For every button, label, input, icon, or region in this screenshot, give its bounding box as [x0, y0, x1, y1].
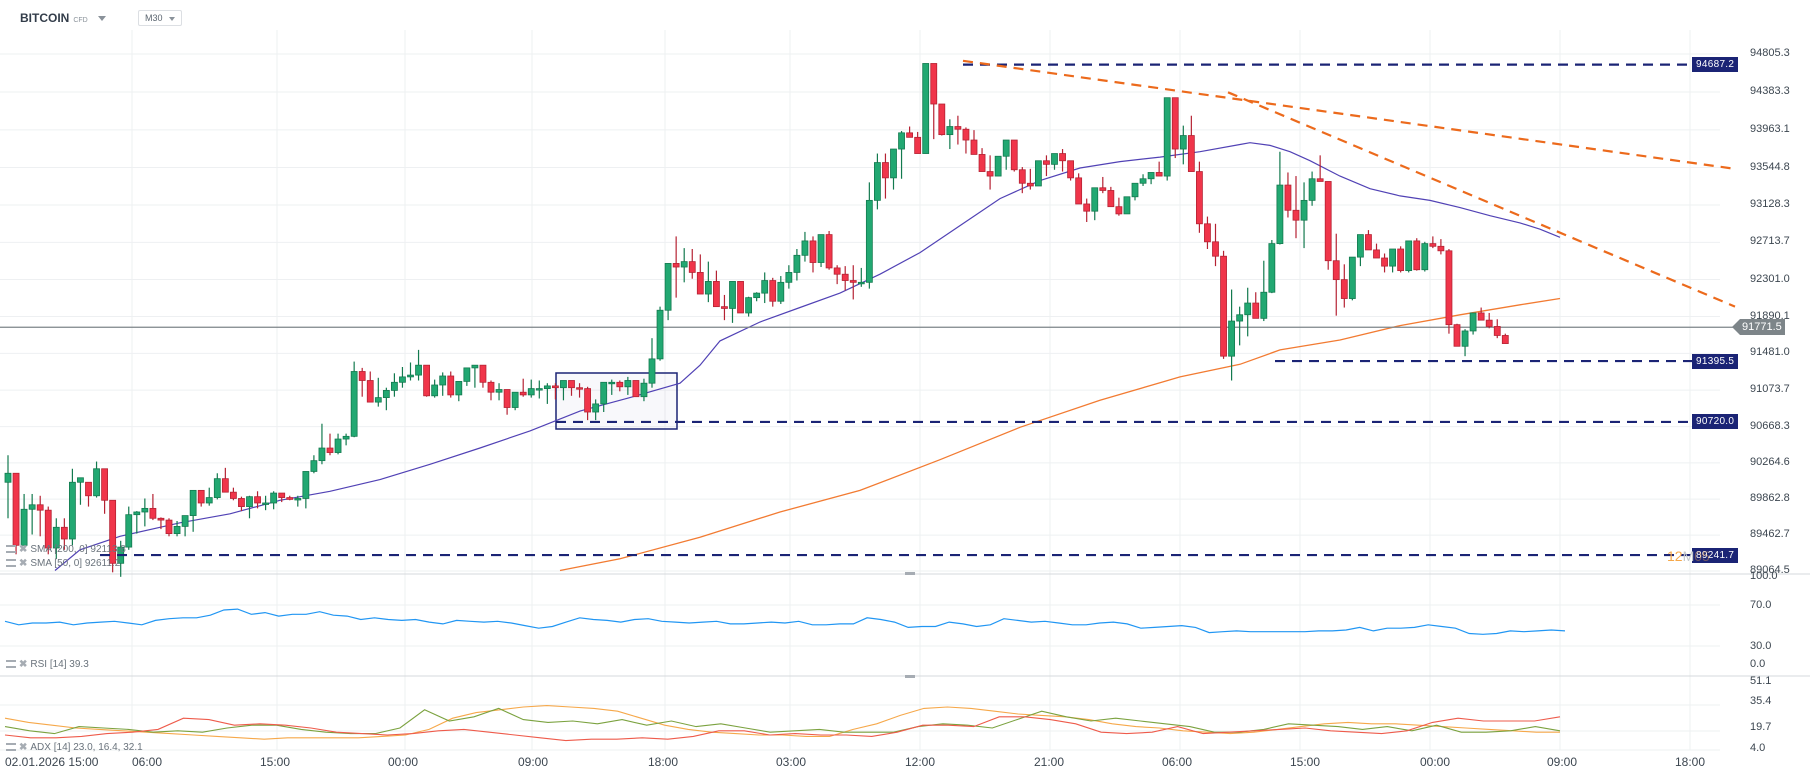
- time-tick: 06:00: [1162, 755, 1193, 769]
- adx-tick: 19.7: [1750, 721, 1772, 733]
- price-tick: 91890.1: [1750, 309, 1790, 322]
- chart-toolbar: BITCOIN CFD M30: [0, 0, 1810, 36]
- time-tick: 18:00: [648, 755, 679, 769]
- timeframe-selector[interactable]: M30: [138, 10, 182, 26]
- time-tick: 15:00: [260, 755, 291, 769]
- price-tick: 90264.6: [1750, 455, 1790, 468]
- close-icon[interactable]: ✖: [19, 742, 28, 753]
- time-tick: 15:00: [1290, 755, 1321, 769]
- level-tag: 90720.0: [1692, 414, 1739, 430]
- watermark: 12M05: [1667, 548, 1710, 564]
- menu-icon[interactable]: [6, 545, 16, 554]
- last-price-tag: 91771.5: [1732, 319, 1785, 335]
- legend-adx[interactable]: ✖ ADX [14] 23.0, 16.4, 32.1: [6, 742, 143, 753]
- close-icon[interactable]: ✖: [19, 659, 28, 670]
- adx-tick: 4.0: [1750, 742, 1766, 754]
- price-tick: 89064.5: [1750, 564, 1790, 577]
- price-tick: 89862.8: [1750, 492, 1790, 505]
- time-tick: 03:00: [776, 755, 807, 769]
- time-tick: 18:00: [1675, 755, 1706, 769]
- level-tag: 94687.2: [1692, 57, 1739, 73]
- price-tick: 91481.0: [1750, 346, 1790, 359]
- time-tick: 12:00: [905, 755, 936, 769]
- menu-icon[interactable]: [6, 743, 16, 752]
- time-tick: 00:00: [1420, 755, 1451, 769]
- price-tick: 92301.0: [1750, 272, 1790, 285]
- legend-sma50[interactable]: ✖ SMA [50, 0] 92611.2: [6, 558, 120, 569]
- close-icon[interactable]: ✖: [19, 544, 28, 555]
- rsi-tick: 100.0: [1750, 570, 1778, 582]
- timeframe-label: M30: [145, 13, 163, 23]
- symbol-name: BITCOIN: [20, 11, 70, 25]
- menu-icon[interactable]: [6, 660, 16, 669]
- close-icon[interactable]: ✖: [19, 558, 28, 569]
- rsi-tick: 70.0: [1750, 599, 1772, 611]
- symbol-selector[interactable]: BITCOIN CFD: [20, 11, 106, 25]
- level-tag: 89241.7: [1692, 547, 1739, 563]
- symbol-type: CFD: [73, 17, 88, 24]
- price-tick: 93963.1: [1750, 122, 1790, 135]
- time-tick: 02.01.2026 15:00: [5, 755, 99, 769]
- adx-tick: 51.1: [1750, 675, 1772, 687]
- time-tick: 00:00: [388, 755, 419, 769]
- level-tag: 91395.5: [1692, 353, 1739, 369]
- rsi-tick: 0.0: [1750, 658, 1766, 670]
- time-tick: 21:00: [1034, 755, 1065, 769]
- chevron-down-icon: [97, 16, 106, 22]
- adx-tick: 35.4: [1750, 695, 1772, 707]
- chevron-down-icon: [168, 16, 175, 21]
- price-tick: 91073.7: [1750, 383, 1790, 396]
- time-tick: 09:00: [518, 755, 549, 769]
- rsi-tick: 30.0: [1750, 640, 1772, 652]
- price-tick: 92713.7: [1750, 235, 1790, 248]
- time-tick: 06:00: [132, 755, 163, 769]
- menu-icon[interactable]: [6, 559, 16, 568]
- legend-sma200[interactable]: ✖ SMA [200, 0] 92113.8: [6, 544, 126, 555]
- time-tick: 09:00: [1547, 755, 1578, 769]
- price-tick: 90668.3: [1750, 419, 1790, 432]
- price-tick: 89462.7: [1750, 528, 1790, 541]
- price-tick: 93128.3: [1750, 198, 1790, 211]
- price-tick: 93544.8: [1750, 160, 1790, 173]
- price-tick: 94383.3: [1750, 85, 1790, 97]
- legend-rsi[interactable]: ✖ RSI [14] 39.3: [6, 659, 89, 670]
- price-tick: 94805.3: [1750, 47, 1790, 59]
